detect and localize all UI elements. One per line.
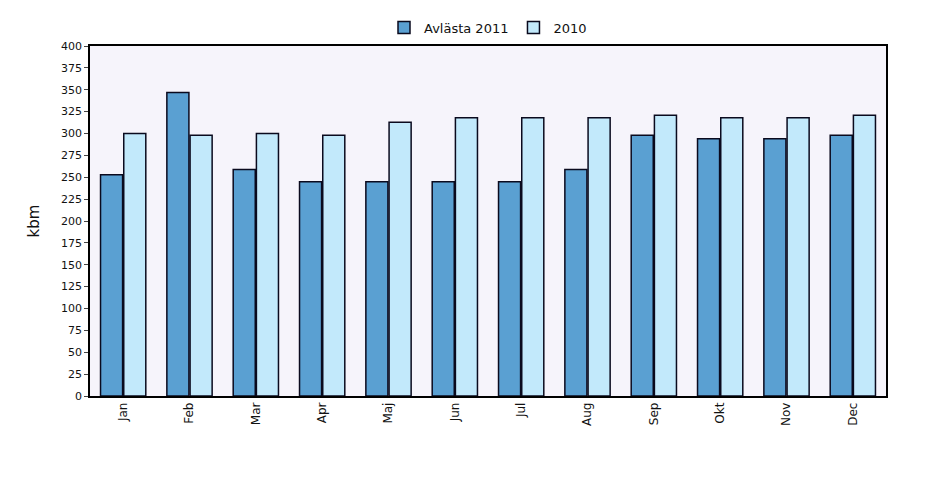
svg-text:375: 375 — [61, 62, 82, 75]
svg-text:125: 125 — [61, 280, 82, 293]
svg-text:kbm: kbm — [25, 205, 43, 238]
svg-text:325: 325 — [61, 105, 82, 118]
svg-text:100: 100 — [61, 302, 82, 315]
svg-text:Avlästa 2011: Avlästa 2011 — [424, 21, 508, 36]
svg-text:Apr: Apr — [315, 402, 329, 423]
svg-text:200: 200 — [61, 215, 82, 228]
svg-text:275: 275 — [61, 149, 82, 162]
svg-text:Aug: Aug — [580, 403, 594, 426]
svg-text:Sep: Sep — [647, 403, 661, 426]
svg-text:2010: 2010 — [553, 21, 586, 36]
svg-text:350: 350 — [61, 84, 82, 97]
svg-text:25: 25 — [68, 368, 82, 381]
svg-text:Maj: Maj — [381, 403, 395, 424]
svg-text:Jun: Jun — [448, 403, 462, 423]
svg-text:Mar: Mar — [249, 402, 263, 425]
svg-text:Dec: Dec — [846, 403, 860, 426]
svg-text:75: 75 — [68, 324, 82, 337]
svg-text:Feb: Feb — [182, 403, 196, 424]
svg-text:400: 400 — [61, 40, 82, 53]
svg-text:Jul: Jul — [514, 403, 528, 418]
svg-text:50: 50 — [68, 346, 82, 359]
svg-text:300: 300 — [61, 127, 82, 140]
svg-text:Jan: Jan — [116, 403, 130, 423]
svg-text:150: 150 — [61, 259, 82, 272]
svg-text:225: 225 — [61, 193, 82, 206]
svg-text:175: 175 — [61, 237, 82, 250]
svg-text:0: 0 — [75, 390, 82, 403]
svg-text:250: 250 — [61, 171, 82, 184]
svg-text:Nov: Nov — [779, 403, 793, 426]
svg-text:Okt: Okt — [713, 402, 727, 423]
